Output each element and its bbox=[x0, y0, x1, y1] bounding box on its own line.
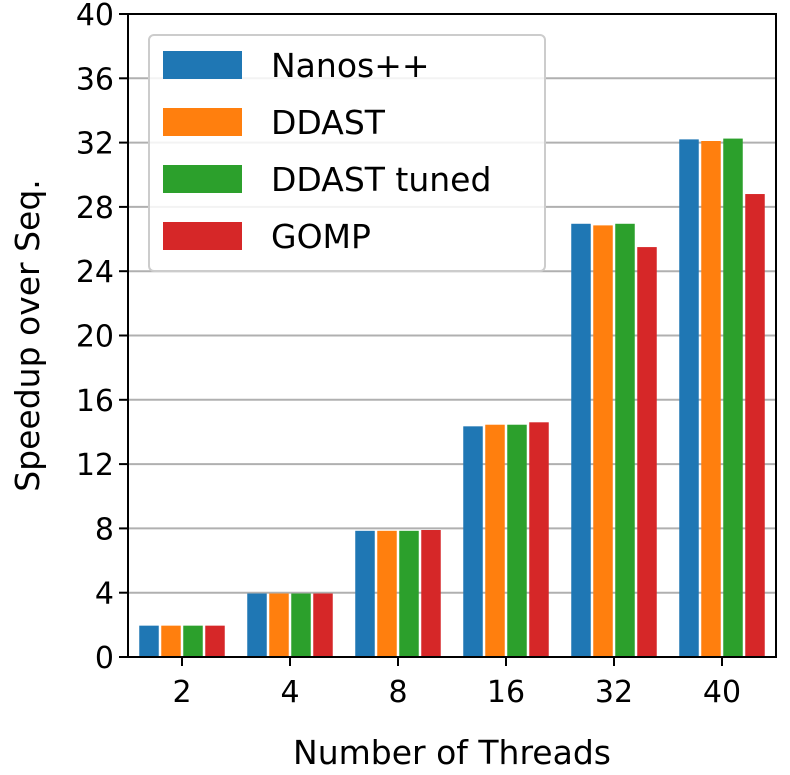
bar-gomp-8 bbox=[421, 530, 441, 657]
x-axis-label: Number of Threads bbox=[293, 733, 611, 772]
y-tick-label: 12 bbox=[76, 448, 114, 483]
y-axis-label: Speedup over Seq. bbox=[8, 179, 47, 492]
bar-ddast-16 bbox=[485, 424, 505, 657]
x-tick-label: 40 bbox=[703, 675, 741, 710]
y-tick-label: 20 bbox=[76, 320, 114, 355]
x-tick-label: 2 bbox=[172, 675, 191, 710]
legend: Nanos++ DDAST DDAST tuned GOMP bbox=[148, 34, 546, 272]
bar-ddast-tuned-16 bbox=[507, 424, 527, 657]
y-tick-label: 32 bbox=[76, 127, 114, 162]
x-tick-label: 8 bbox=[388, 675, 407, 710]
legend-label: DDAST bbox=[271, 103, 386, 142]
legend-swatch bbox=[163, 108, 242, 136]
y-axis-ticks: 0 4 8 12 16 20 24 28 32 36 40 bbox=[76, 0, 128, 676]
bar-ddast-tuned-8 bbox=[399, 530, 419, 657]
bar-ddast-4 bbox=[269, 593, 289, 657]
bar-gomp-40 bbox=[745, 194, 765, 658]
x-tick-label: 16 bbox=[487, 675, 525, 710]
bar-nanos--40 bbox=[679, 139, 699, 657]
y-tick-label: 16 bbox=[76, 384, 114, 419]
bar-ddast-8 bbox=[377, 530, 397, 657]
y-tick-label: 36 bbox=[76, 62, 114, 97]
y-tick-label: 40 bbox=[76, 0, 114, 33]
bar-ddast-tuned-32 bbox=[615, 223, 635, 657]
legend-label: DDAST tuned bbox=[271, 160, 491, 199]
y-tick-label: 28 bbox=[76, 191, 114, 226]
bar-nanos--4 bbox=[247, 593, 267, 657]
bar-nanos--2 bbox=[139, 625, 159, 657]
bar-ddast-2 bbox=[161, 625, 181, 657]
legend-swatch bbox=[163, 51, 242, 79]
legend-swatch bbox=[163, 165, 242, 193]
y-tick-label: 0 bbox=[95, 641, 114, 676]
legend-swatch bbox=[163, 222, 242, 250]
bars bbox=[139, 138, 765, 658]
x-tick-label: 32 bbox=[595, 675, 633, 710]
x-tick-label: 4 bbox=[280, 675, 299, 710]
x-axis-ticks: 2 4 8 16 32 40 bbox=[172, 657, 741, 710]
bar-ddast-32 bbox=[593, 225, 613, 658]
y-tick-label: 8 bbox=[95, 512, 114, 547]
bar-gomp-32 bbox=[637, 247, 657, 657]
y-tick-label: 4 bbox=[95, 577, 114, 612]
bar-nanos--8 bbox=[355, 530, 375, 657]
bar-ddast-40 bbox=[701, 140, 721, 657]
legend-box bbox=[148, 34, 546, 272]
bar-gomp-16 bbox=[529, 422, 549, 657]
bar-gomp-4 bbox=[313, 593, 333, 657]
bar-ddast-tuned-2 bbox=[183, 625, 203, 657]
bar-ddast-tuned-4 bbox=[291, 593, 311, 657]
legend-label: GOMP bbox=[271, 217, 371, 256]
y-tick-label: 24 bbox=[76, 255, 114, 290]
bar-ddast-tuned-40 bbox=[723, 138, 743, 658]
bar-nanos--16 bbox=[463, 426, 483, 657]
bar-nanos--32 bbox=[571, 223, 591, 657]
bar-gomp-2 bbox=[205, 625, 225, 657]
legend-label: Nanos++ bbox=[271, 46, 430, 85]
